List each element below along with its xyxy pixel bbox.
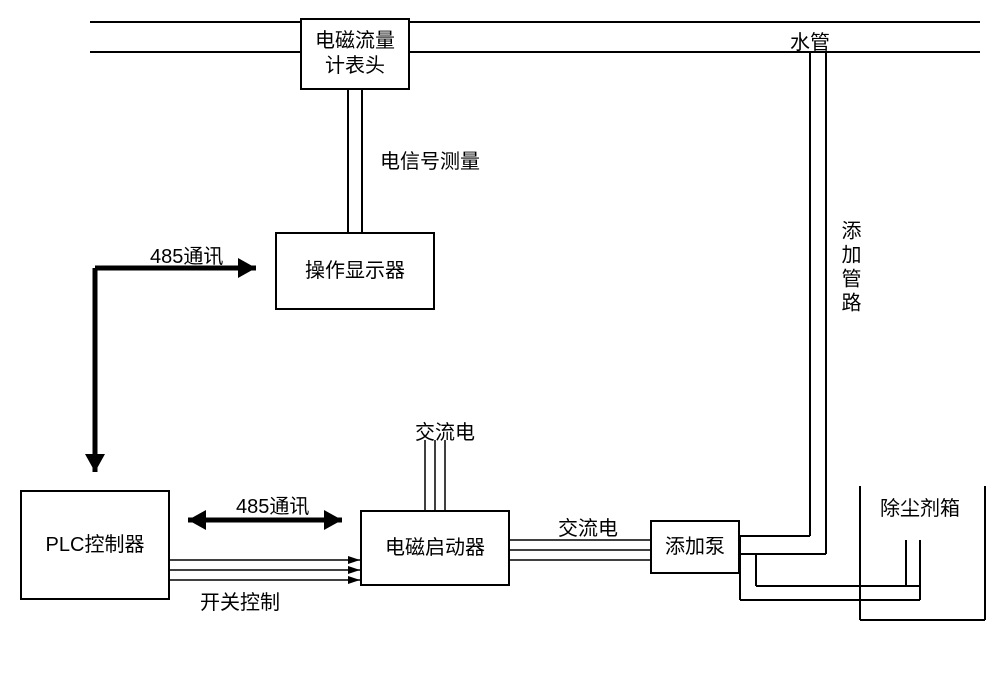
node-label: 添加泵 bbox=[665, 535, 725, 560]
label-comm2: 485通讯 bbox=[236, 490, 309, 519]
node-flowmeter: 电磁流量计表头 bbox=[300, 18, 410, 90]
node-starter: 电磁启动器 bbox=[360, 510, 510, 586]
label-tank: 除尘剂箱 bbox=[880, 492, 960, 521]
label-switch: 开关控制 bbox=[200, 586, 280, 615]
label-add-pipe: 添加管路 bbox=[835, 220, 864, 316]
node-pump: 添加泵 bbox=[650, 520, 740, 574]
node-label: 电磁启动器 bbox=[385, 536, 485, 561]
node-label: 操作显示器 bbox=[305, 259, 405, 284]
label-signal: 电信号测量 bbox=[380, 145, 480, 174]
label-ac-out: 交流电 bbox=[558, 512, 618, 541]
node-label: PLC控制器 bbox=[46, 533, 145, 558]
node-label: 电磁流量计表头 bbox=[315, 29, 395, 79]
label-water-pipe: 水管 bbox=[790, 26, 830, 55]
label-comm1: 485通讯 bbox=[150, 240, 223, 269]
label-ac-in: 交流电 bbox=[415, 416, 475, 445]
node-plc: PLC控制器 bbox=[20, 490, 170, 600]
node-display: 操作显示器 bbox=[275, 232, 435, 310]
